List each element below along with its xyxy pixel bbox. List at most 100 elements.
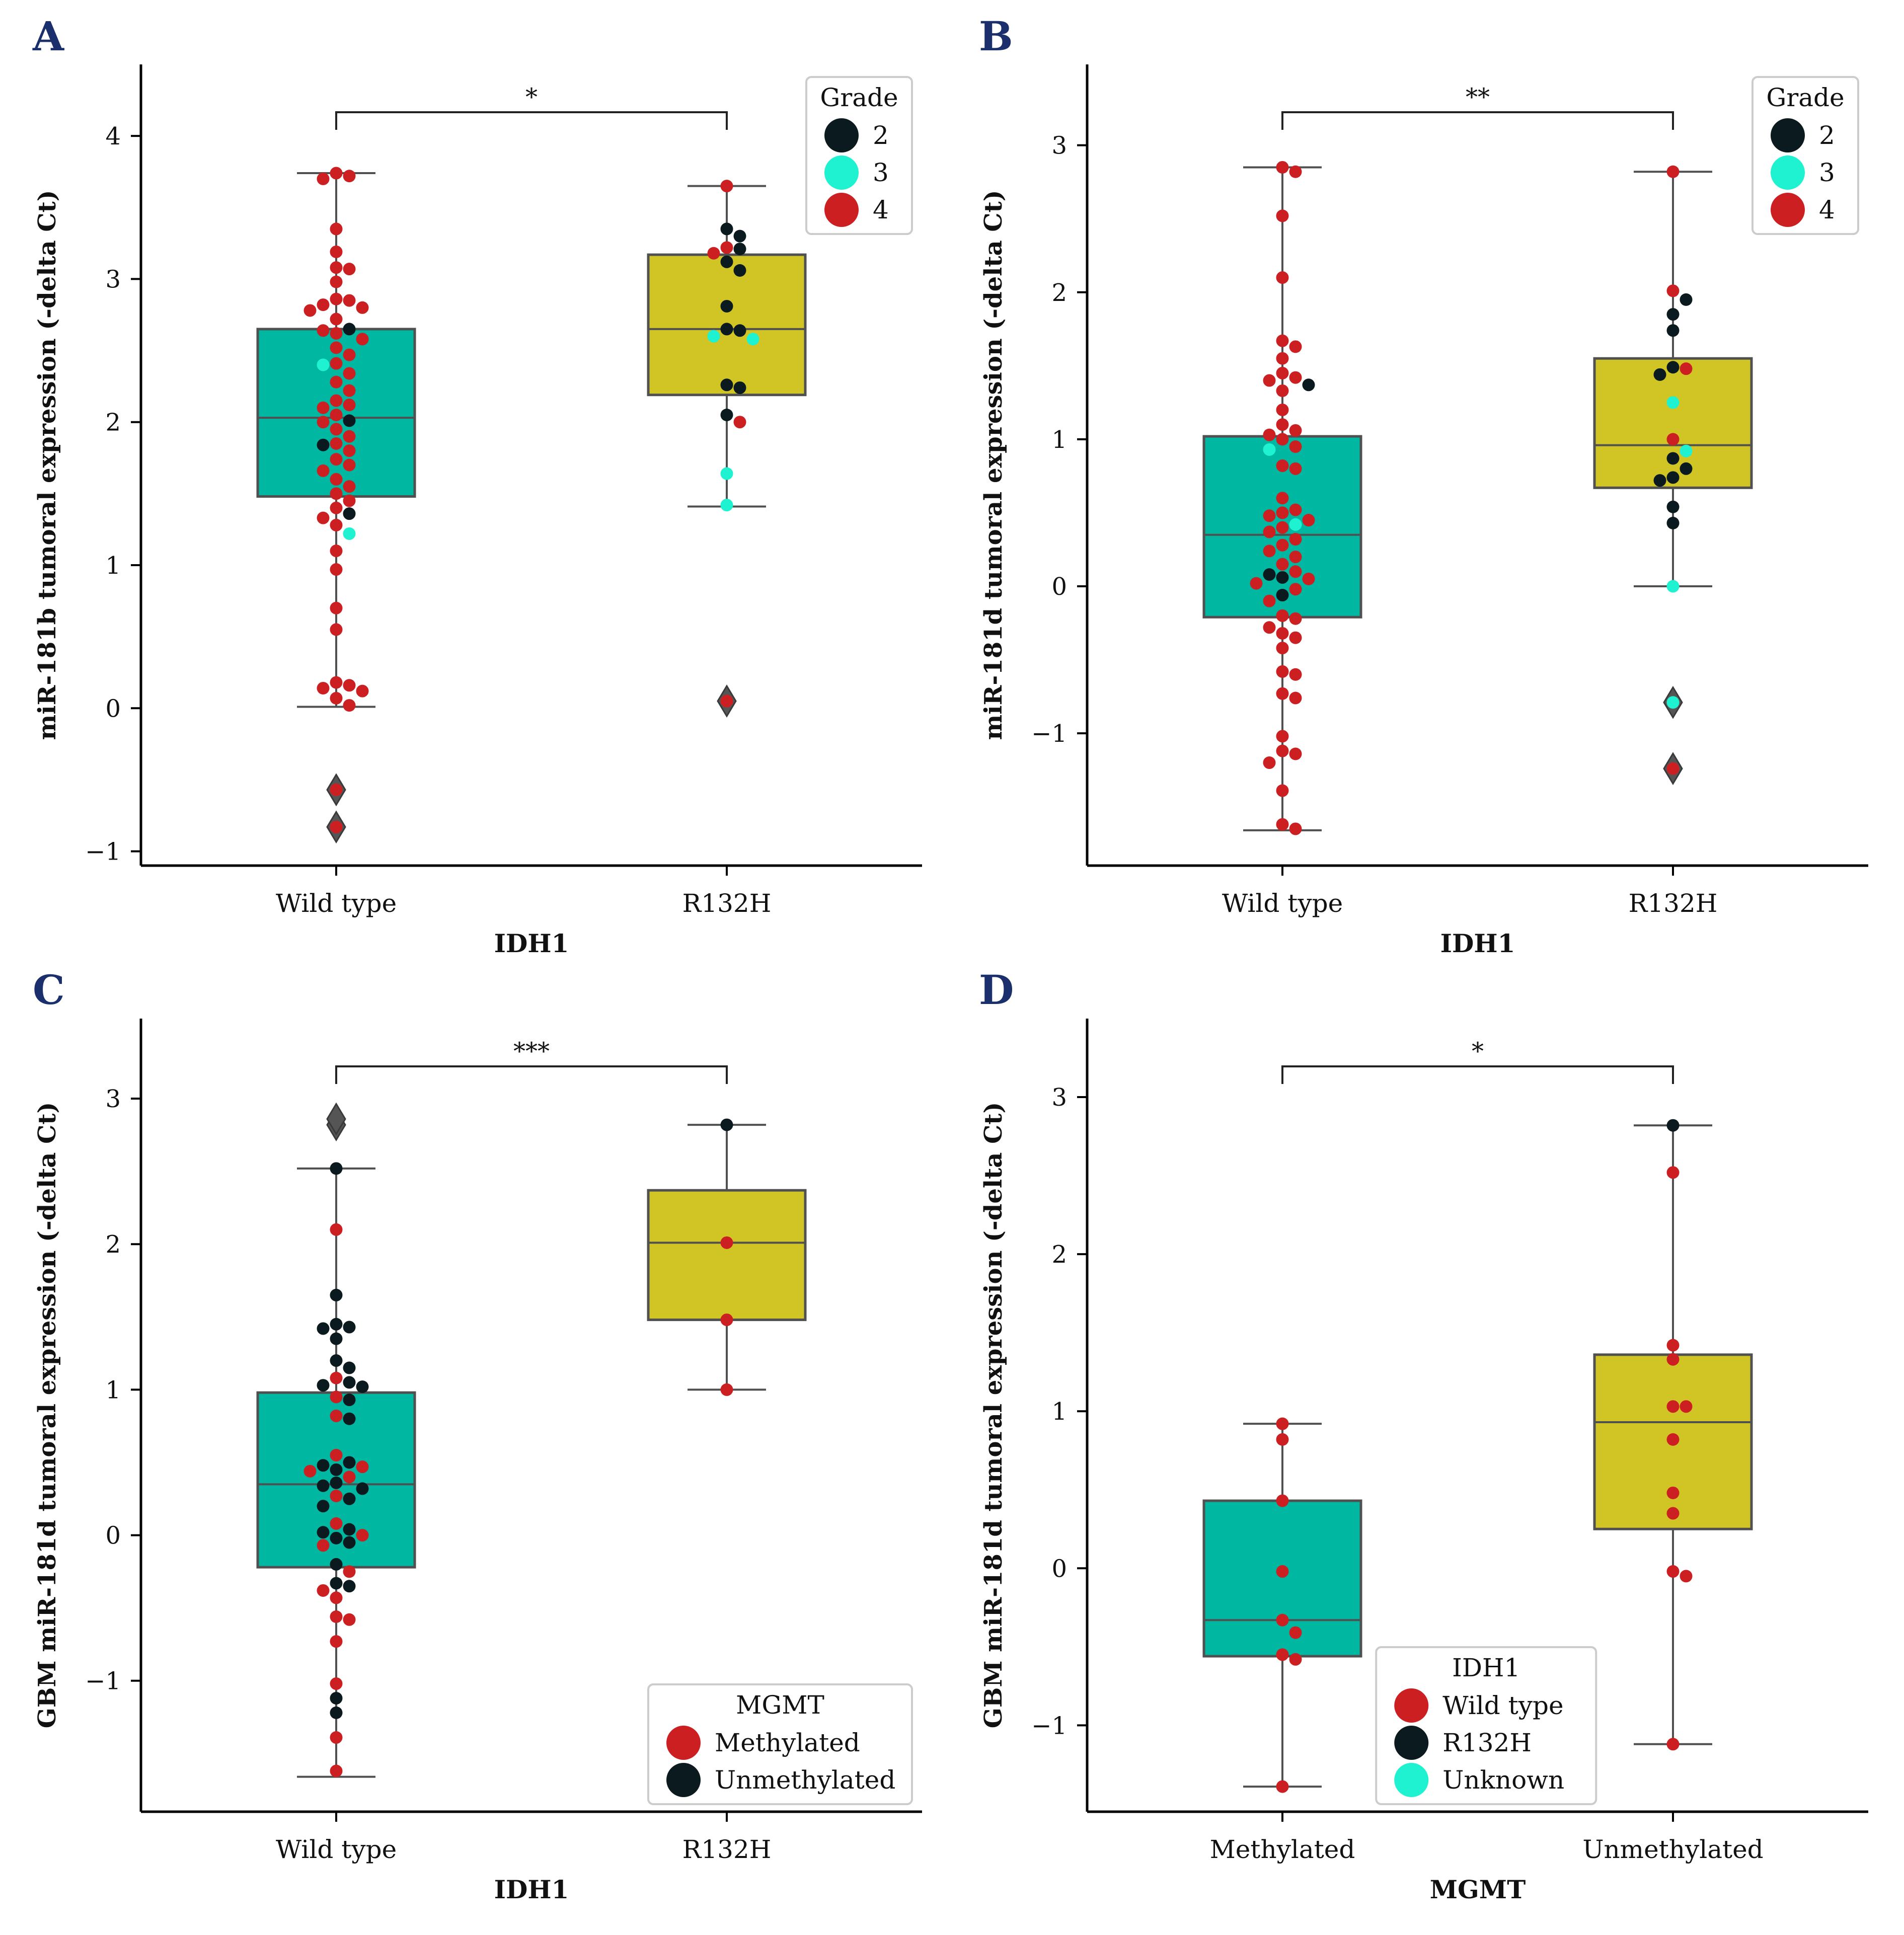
- data-point: [1276, 687, 1289, 700]
- data-point: [330, 423, 343, 436]
- data-point: [1666, 1433, 1680, 1446]
- swarm-r132h: [720, 1118, 733, 1396]
- data-point: [1289, 533, 1302, 546]
- data-point: [330, 167, 343, 180]
- data-point: [330, 1517, 343, 1530]
- data-point: [1263, 525, 1276, 538]
- significance-bracket: [1281, 1065, 1674, 1084]
- data-point: [1666, 361, 1680, 374]
- y-tick-label: −1: [85, 1667, 121, 1695]
- box-iqr: [647, 1189, 807, 1322]
- legend-frame: [1375, 1646, 1597, 1805]
- y-tick-label: 2: [1051, 279, 1067, 307]
- legend: Grade 2 3 4: [805, 76, 913, 235]
- x-tick-label: R132H: [682, 1835, 772, 1864]
- x-tick-label: Wild type: [276, 1835, 397, 1864]
- data-point: [356, 1380, 369, 1394]
- data-point: [1276, 1613, 1289, 1627]
- data-point: [1276, 730, 1289, 743]
- legend-marker: [824, 156, 859, 190]
- data-point: [1666, 762, 1680, 775]
- data-point: [330, 222, 343, 236]
- data-point: [330, 275, 343, 288]
- data-point: [1276, 1494, 1289, 1507]
- data-point: [330, 1706, 343, 1719]
- x-axis-title: IDH1: [494, 928, 569, 958]
- data-point: [1263, 545, 1276, 558]
- legend-marker: [1771, 118, 1805, 152]
- data-point: [317, 324, 330, 337]
- legend-label: 4: [873, 195, 889, 224]
- swarm-unmethylated: [1666, 1119, 1693, 1751]
- y-tick-label: 1: [1051, 1398, 1067, 1426]
- data-point: [1276, 271, 1289, 284]
- data-point: [733, 264, 746, 277]
- panel-b: B −1 0 1 2 3 Wild type R132H IDH1 miR-181d tumora…: [979, 13, 1868, 958]
- y-tick-label: 3: [1051, 1083, 1067, 1112]
- data-point: [1289, 631, 1302, 644]
- data-point: [1263, 621, 1276, 634]
- data-point: [356, 333, 369, 346]
- data-point: [1653, 474, 1666, 487]
- legend-label: 3: [1819, 158, 1835, 187]
- legend-label: 3: [873, 158, 889, 187]
- data-point: [1666, 1166, 1680, 1179]
- data-point: [330, 623, 343, 636]
- data-point: [720, 222, 733, 236]
- data-point: [1666, 433, 1680, 446]
- data-point: [1276, 642, 1289, 655]
- data-point: [330, 453, 343, 466]
- data-point: [1276, 571, 1289, 584]
- data-point: [330, 313, 343, 326]
- data-point: [1276, 521, 1289, 534]
- y-tick-label: 3: [1051, 132, 1067, 160]
- data-point: [720, 409, 733, 421]
- swarm-wild-type: [303, 167, 369, 833]
- data-point: [330, 1409, 343, 1422]
- legend-label: 2: [873, 121, 889, 150]
- data-point: [330, 1332, 343, 1345]
- panel-label: A: [32, 13, 64, 60]
- legend-title: Grade: [820, 83, 898, 112]
- y-tick-label: 0: [105, 694, 121, 723]
- data-point: [1276, 334, 1289, 347]
- data-point: [1653, 368, 1666, 381]
- data-point: [1263, 443, 1276, 456]
- data-point: [1666, 696, 1680, 709]
- data-point: [343, 430, 356, 443]
- data-point: [1666, 308, 1680, 321]
- box-r132h: [1593, 171, 1753, 786]
- significance-stars: *: [525, 83, 538, 111]
- data-point: [1276, 209, 1289, 222]
- data-point: [1289, 503, 1302, 516]
- data-point: [330, 820, 343, 833]
- y-tick-label: −1: [1031, 720, 1067, 748]
- data-point: [1276, 609, 1289, 622]
- data-point: [733, 381, 746, 394]
- data-point: [1276, 784, 1289, 797]
- data-point: [720, 180, 733, 193]
- data-point: [356, 1529, 369, 1542]
- data-point: [733, 229, 746, 243]
- data-point: [330, 1223, 343, 1236]
- data-point: [330, 1288, 343, 1301]
- data-point: [1289, 165, 1302, 178]
- y-tick-label: 4: [105, 122, 121, 150]
- data-point: [330, 1558, 343, 1571]
- data-point: [1263, 509, 1276, 522]
- y-tick-label: 2: [1051, 1241, 1067, 1269]
- data-point: [1666, 516, 1680, 529]
- data-point: [330, 341, 343, 354]
- data-point: [1289, 691, 1302, 705]
- data-point: [1666, 1486, 1680, 1499]
- data-point: [343, 480, 356, 493]
- data-point: [330, 375, 343, 389]
- data-point: [1666, 1565, 1680, 1578]
- data-point: [330, 1318, 343, 1331]
- panel-label: C: [33, 966, 65, 1014]
- data-point: [343, 1536, 356, 1549]
- data-point: [1289, 1653, 1302, 1666]
- data-point: [1263, 594, 1276, 607]
- data-point: [330, 437, 343, 450]
- data-point: [1666, 1119, 1680, 1132]
